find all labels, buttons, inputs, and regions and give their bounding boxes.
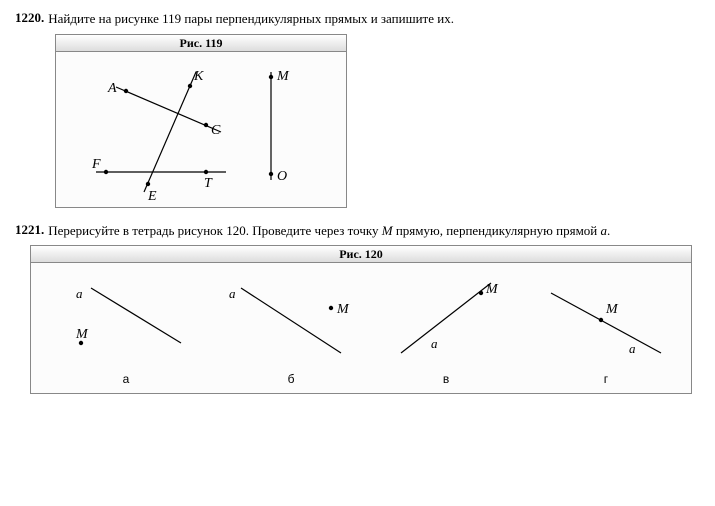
line-label-a: a	[431, 336, 438, 351]
label-K: K	[193, 69, 204, 84]
label-O: O	[277, 169, 287, 184]
point-label-M: M	[336, 302, 350, 317]
panel-label: б	[288, 372, 295, 386]
text-segment: Перерисуйте в тетрадь рисунок 120. Прове…	[48, 223, 382, 238]
panel-a: a M а	[75, 286, 181, 386]
label-M: M	[276, 69, 290, 84]
text-segment: прямую, перпендикулярную прямой	[393, 223, 601, 238]
label-A: A	[107, 81, 117, 96]
figure-119-box: Рис. 119 A K M C F T E	[55, 34, 347, 208]
panel-label: а	[123, 372, 130, 386]
figure-120-content: a M а a M б a M в	[31, 263, 691, 393]
figure-120-svg: a M а a M б a M в	[31, 263, 689, 393]
problem-1221: 1221. Перерисуйте в тетрадь рисунок 120.…	[15, 222, 700, 240]
figure-119-title: Рис. 119	[56, 35, 346, 52]
text-var-M: M	[382, 223, 393, 238]
figure-120-title: Рис. 120	[31, 246, 691, 263]
point-label-M: M	[75, 327, 89, 342]
panel-label: в	[443, 372, 449, 386]
text-segment: .	[607, 223, 610, 238]
panel-c: a M в	[401, 282, 499, 386]
problem-text: Перерисуйте в тетрадь рисунок 120. Прове…	[48, 222, 700, 240]
label-T: T	[204, 176, 213, 191]
line-label-a: a	[629, 341, 636, 356]
figure-119-svg: A K M C F T E O	[56, 52, 344, 207]
line-label-a: a	[76, 286, 83, 301]
problem-number: 1220.	[15, 10, 44, 28]
figure-120-box: Рис. 120 a M а a M б a	[30, 245, 692, 394]
problem-number: 1221.	[15, 222, 44, 240]
figure-119-content: A K M C F T E O	[56, 52, 346, 207]
line-label-a: a	[229, 286, 236, 301]
label-E: E	[147, 189, 157, 204]
point-label-M: M	[605, 302, 619, 317]
panel-b: a M б	[229, 286, 350, 386]
problem-1220: 1220. Найдите на рисунке 119 пары перпен…	[15, 10, 700, 28]
label-C: C	[211, 123, 221, 138]
point-label-M: M	[485, 282, 499, 297]
panel-label: г	[604, 372, 609, 386]
panel-d: a M г	[551, 293, 661, 386]
label-F: F	[91, 157, 101, 172]
problem-text: Найдите на рисунке 119 пары перпендикуля…	[48, 10, 700, 28]
